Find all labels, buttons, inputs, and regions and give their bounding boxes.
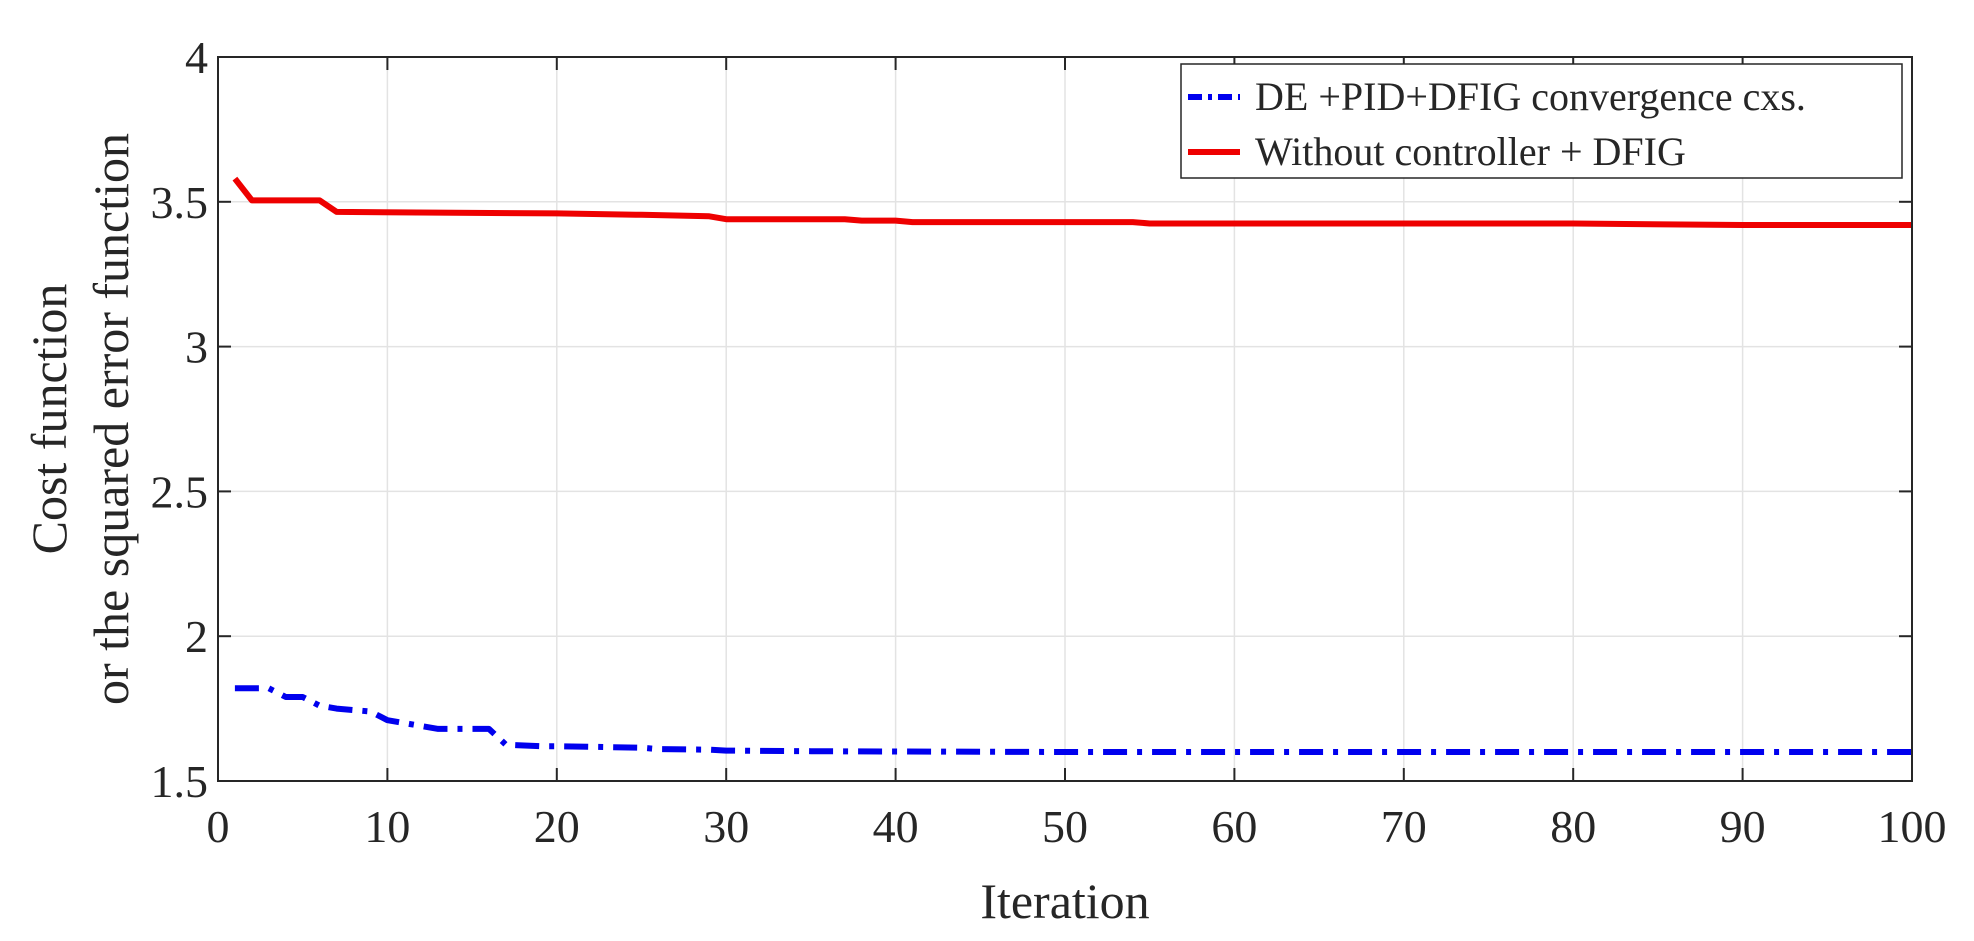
x-tick-label: 20 bbox=[534, 801, 580, 852]
y-tick-label: 2.5 bbox=[151, 466, 209, 517]
y-tick-label: 3 bbox=[185, 322, 208, 373]
x-tick-label: 100 bbox=[1878, 801, 1947, 852]
x-tick-label: 40 bbox=[873, 801, 919, 852]
x-tick-label: 60 bbox=[1211, 801, 1257, 852]
series-layer bbox=[232, 176, 1912, 755]
y-tick-label: 2 bbox=[185, 611, 208, 662]
y-axis-title-line-2: or the squared error function bbox=[83, 133, 139, 705]
x-tick-label: 50 bbox=[1042, 801, 1088, 852]
legend-label-without-controller: Without controller + DFIG bbox=[1255, 129, 1686, 174]
y-axis-title-line-1: Cost function bbox=[21, 284, 77, 555]
x-axis-title: Iteration bbox=[980, 873, 1149, 929]
legend-label-de-pid-dfig: DE +PID+DFIG convergence cxs. bbox=[1255, 74, 1806, 119]
x-tick-label: 80 bbox=[1550, 801, 1596, 852]
series-line-without-controller bbox=[232, 176, 1912, 228]
y-axis-title: Cost function or the squared error funct… bbox=[21, 133, 139, 705]
y-tick-label: 4 bbox=[185, 32, 208, 83]
x-tick-label: 0 bbox=[207, 801, 230, 852]
x-tick-label: 90 bbox=[1720, 801, 1766, 852]
x-tick-label: 70 bbox=[1381, 801, 1427, 852]
x-tick-label: 30 bbox=[703, 801, 749, 852]
legend-box bbox=[1180, 63, 1903, 179]
legend: DE +PID+DFIG convergence cxs. Without co… bbox=[1180, 63, 1903, 179]
y-tick-label: 3.5 bbox=[151, 177, 209, 228]
y-tick-label: 1.5 bbox=[151, 756, 209, 807]
x-tick-label: 10 bbox=[364, 801, 410, 852]
tick-layer: 0 10 20 30 40 50 60 70 80 90 100 1.5 2 2.5 3 3.5 4 bbox=[151, 32, 1947, 852]
